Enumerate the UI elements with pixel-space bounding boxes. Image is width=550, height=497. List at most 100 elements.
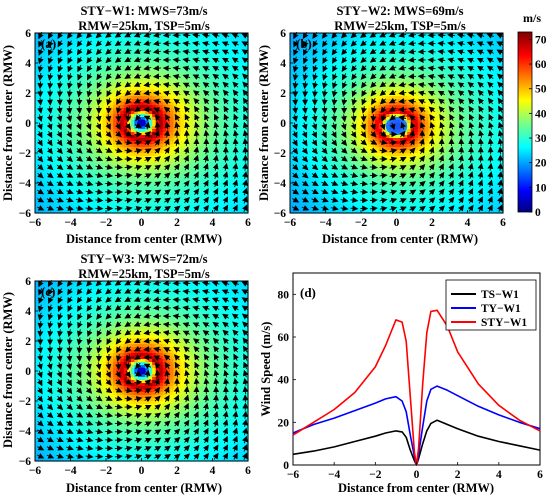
field-cell [102, 141, 107, 145]
field-cell [155, 78, 160, 82]
field-cell [70, 195, 75, 199]
field-cell [127, 210, 132, 214]
field-cell [148, 39, 153, 43]
field-cell [120, 75, 125, 79]
field-cell [63, 90, 68, 94]
field-cell [127, 129, 132, 133]
field-cell [88, 129, 93, 133]
field-cell [148, 45, 153, 49]
field-cell [102, 150, 107, 154]
field-cell [35, 36, 40, 40]
field-cell [109, 195, 114, 199]
field-cell [187, 39, 192, 43]
field-cell [187, 153, 192, 157]
field-cell [38, 201, 43, 205]
field-cell [66, 168, 72, 172]
field-cell [201, 96, 206, 100]
field-cell [134, 138, 139, 142]
field-cell [137, 138, 143, 142]
field-cell [45, 210, 50, 214]
field-cell [123, 69, 128, 73]
field-cell [169, 153, 175, 157]
wind-arrow [114, 164, 123, 171]
field-cell [219, 165, 224, 169]
field-cell [63, 135, 68, 139]
field-cell [148, 153, 153, 157]
field-cell [52, 171, 57, 175]
field-cell [123, 168, 128, 172]
field-cell [208, 66, 214, 70]
field-cell [208, 195, 214, 199]
field-cell [84, 129, 89, 133]
field-cell [219, 141, 224, 145]
field-cell [123, 171, 128, 175]
field-cell [102, 42, 107, 46]
field-cell [137, 129, 143, 133]
field-cell [84, 207, 89, 211]
field-cell [88, 195, 93, 199]
field-cell [74, 66, 79, 70]
field-cell [35, 45, 40, 49]
field-cell [98, 96, 104, 100]
field-cell [91, 114, 96, 118]
field-cell [141, 198, 146, 202]
field-cell [59, 129, 64, 133]
field-cell [180, 93, 185, 97]
y-tick-label: −2 [19, 148, 32, 160]
field-cell [141, 126, 146, 130]
field-cell [162, 144, 167, 148]
field-cell [52, 105, 57, 109]
field-cell [137, 153, 143, 157]
field-cell [49, 81, 54, 85]
field-cell [198, 39, 203, 43]
field-cell [120, 102, 125, 106]
field-cell [123, 153, 128, 157]
field-cell [201, 210, 206, 214]
field-cell [198, 156, 203, 160]
y-tick-label: 2 [25, 88, 31, 100]
field-cell [173, 78, 178, 82]
field-cell [102, 87, 107, 91]
field-cell [52, 168, 57, 172]
wind-arrow [115, 114, 122, 123]
wind-arrow [37, 81, 44, 90]
field-cell [169, 147, 175, 151]
field-cell [141, 117, 146, 121]
field-cell [226, 36, 231, 40]
field-cell [148, 75, 153, 79]
field-cell [145, 129, 150, 133]
field-cell [123, 45, 128, 49]
field-cell [169, 108, 175, 112]
x-tick-label: −4 [64, 217, 77, 229]
field-cell [145, 195, 150, 199]
field-cell [169, 171, 175, 175]
field-cell [35, 66, 40, 70]
field-cell [52, 102, 57, 106]
field-cell [84, 153, 89, 157]
field-cell [109, 126, 114, 130]
field-cell [81, 105, 86, 109]
field-cell [130, 141, 135, 145]
wind-arrow [37, 97, 44, 106]
field-cell [109, 117, 114, 121]
field-cell [102, 45, 107, 49]
field-cell [134, 120, 139, 124]
field-cell [91, 126, 96, 130]
field-cell [113, 150, 118, 154]
field-cell [148, 114, 153, 118]
field-cell [63, 186, 68, 190]
field-cell [191, 141, 196, 145]
field-cell [148, 90, 153, 94]
field-cell [49, 153, 54, 157]
field-cell [52, 180, 57, 184]
field-cell [194, 39, 199, 43]
x-tick-label: 0 [139, 217, 145, 229]
field-cell [169, 57, 175, 61]
field-cell [226, 66, 231, 70]
field-cell [113, 210, 118, 214]
field-cell [49, 105, 54, 109]
field-cell [219, 159, 224, 163]
field-cell [180, 87, 185, 91]
field-cell [81, 72, 86, 76]
field-cell [102, 102, 107, 106]
